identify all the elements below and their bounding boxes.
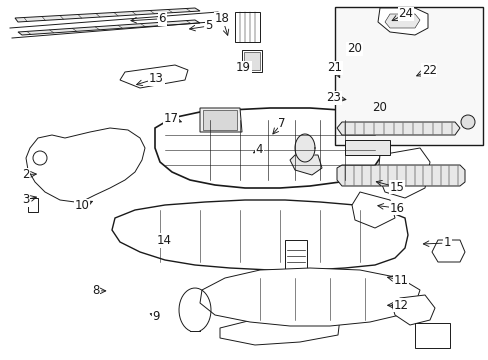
Text: 5: 5 [205,19,213,32]
Bar [334,7,482,145]
Polygon shape [351,192,394,228]
Polygon shape [377,148,429,198]
Polygon shape [26,128,145,202]
Bar [235,12,260,42]
Circle shape [460,115,474,129]
Text: 14: 14 [156,234,171,247]
Text: 15: 15 [389,181,404,194]
Polygon shape [28,198,38,212]
Text: 1: 1 [443,237,450,249]
Text: 8: 8 [92,284,100,297]
Text: 11: 11 [393,274,407,287]
Polygon shape [200,268,419,326]
Polygon shape [200,108,242,132]
Bar [203,110,237,130]
Text: 24: 24 [398,7,412,20]
Polygon shape [391,295,434,325]
Text: 21: 21 [327,61,342,74]
Text: 16: 16 [389,202,404,215]
Polygon shape [431,240,464,262]
Text: 13: 13 [149,72,163,85]
Text: 19: 19 [236,61,250,74]
Polygon shape [336,165,464,186]
Bar [244,52,260,70]
Text: 9: 9 [152,310,160,323]
Text: 4: 4 [255,143,263,156]
Text: 7: 7 [278,117,285,130]
Text: 10: 10 [75,199,89,212]
Text: 12: 12 [393,299,407,312]
Text: 17: 17 [163,112,178,125]
Polygon shape [18,20,200,35]
Polygon shape [220,312,339,345]
Text: 22: 22 [421,64,436,77]
Bar [414,323,449,348]
Text: 2: 2 [21,168,29,181]
Polygon shape [155,108,381,188]
Text: 6: 6 [158,12,166,25]
Polygon shape [120,65,187,88]
Text: 20: 20 [372,102,386,114]
Bar [345,140,389,155]
Bar [242,50,262,72]
Polygon shape [294,134,314,162]
Text: 20: 20 [346,42,361,55]
Text: 3: 3 [21,193,29,206]
Polygon shape [15,8,200,22]
Bar [285,240,306,270]
Polygon shape [289,155,321,175]
Text: 18: 18 [215,12,229,25]
Polygon shape [377,8,427,35]
Text: 23: 23 [325,91,340,104]
Polygon shape [336,122,459,135]
Polygon shape [112,200,407,270]
Polygon shape [384,14,419,28]
